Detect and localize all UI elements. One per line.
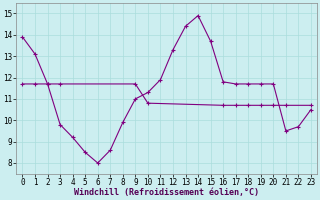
X-axis label: Windchill (Refroidissement éolien,°C): Windchill (Refroidissement éolien,°C)	[74, 188, 259, 197]
